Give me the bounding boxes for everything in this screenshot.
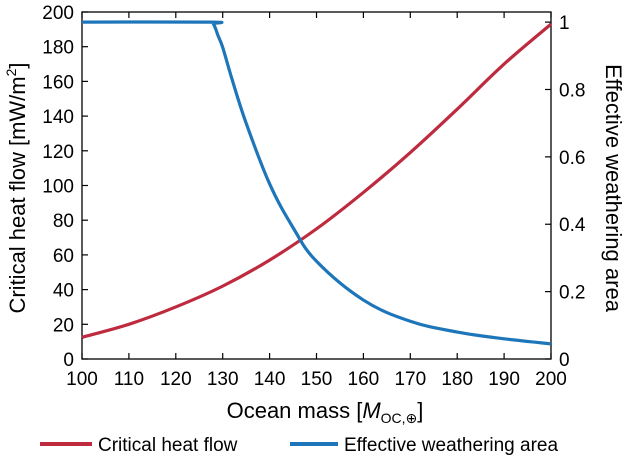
- y-left-tick-label: 160: [42, 72, 74, 93]
- y-left-tick-label: 200: [42, 3, 74, 24]
- y-left-tick-label: 60: [53, 246, 74, 267]
- x-tick-label: 190: [488, 369, 520, 390]
- x-tick-label: 100: [66, 369, 98, 390]
- x-tick-label: 160: [348, 369, 380, 390]
- y-axis-left-title: Critical heat flow [mW/m2]: [3, 62, 30, 313]
- chart-series-layer: [81, 20, 553, 346]
- y-right-tick-label: 0.2: [559, 283, 585, 304]
- series-line-critical-heat-flow: [81, 22, 553, 339]
- legend-label-critical-heat-flow: Critical heat flow: [98, 435, 238, 456]
- x-axis-title: Ocean mass [MOC,⊕]: [227, 398, 424, 426]
- y-right-tick-label: 0.8: [559, 80, 585, 101]
- y-right-tick-label: 0.6: [559, 148, 585, 169]
- y-right-tick-label: 0.4: [559, 215, 586, 236]
- y-left-tick-label: 20: [53, 315, 74, 336]
- x-tick-label: 150: [301, 369, 333, 390]
- legend: Critical heat flow Effective weathering …: [40, 435, 558, 456]
- y-left-tick-label: 140: [42, 107, 74, 128]
- chart-axes: [81, 11, 552, 360]
- chart-ticks: 100 110 120 130 140 150 160 170 180 190 2000204060…: [42, 3, 586, 390]
- y-left-tick-label: 120: [42, 142, 74, 163]
- legend-label-effective-weathering-area: Effective weathering area: [344, 435, 558, 456]
- y-left-tick-label: 0: [63, 350, 74, 371]
- x-tick-label: 200: [535, 369, 567, 390]
- x-tick-label: 110: [114, 369, 144, 390]
- y-axis-right-title: Effective weathering area: [601, 64, 626, 313]
- x-tick-label: 180: [441, 369, 473, 390]
- x-tick-label: 120: [160, 369, 192, 390]
- series-line-effective-weathering-area: [81, 20, 552, 346]
- y-right-tick-label: 1: [559, 13, 570, 34]
- y-right-tick-label: 0: [559, 350, 570, 371]
- x-tick-label: 130: [207, 369, 239, 390]
- x-tick-label: 170: [394, 369, 426, 390]
- x-tick-label: 140: [254, 369, 286, 390]
- y-left-tick-label: 40: [53, 281, 74, 302]
- plot-frame: [81, 11, 552, 360]
- y-left-tick-label: 100: [42, 177, 74, 198]
- y-left-tick-label: 180: [42, 38, 74, 59]
- y-left-tick-label: 80: [53, 211, 74, 232]
